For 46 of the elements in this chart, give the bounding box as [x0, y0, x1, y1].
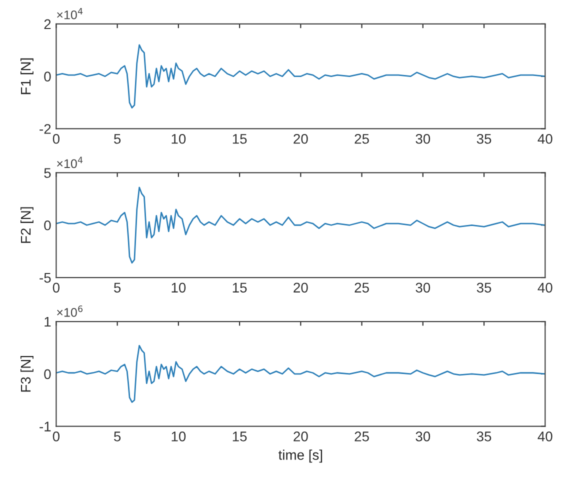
x-tick-label: 15 — [232, 432, 247, 442]
x-tick-label: 25 — [354, 282, 369, 293]
line-series — [56, 186, 546, 264]
line-series — [56, 344, 546, 403]
x-tick-label: 5 — [114, 432, 121, 442]
y-axis-title: F2 [N] — [20, 207, 34, 243]
x-tick-label: 15 — [232, 134, 247, 144]
x-tick-label: 10 — [172, 282, 186, 293]
text: ×10$^{4}$ — [57, 156, 83, 168]
y-tick-label: 0 — [44, 72, 51, 82]
line-series — [56, 44, 546, 108]
x-tick-label: 5 — [114, 134, 121, 144]
x-tick-label: 40 — [538, 282, 552, 293]
y-tick-label: -5 — [40, 273, 51, 283]
y-axis-title: F1 [N] — [20, 58, 34, 94]
y-tick-label: 5 — [44, 168, 51, 178]
x-tick-label: 40 — [538, 134, 552, 144]
x-tick-label: 10 — [172, 134, 186, 144]
text: ×10$^{6}$ — [57, 305, 83, 317]
y-tick-label: 0 — [44, 220, 51, 230]
x-axis-title: time [s] — [278, 450, 322, 463]
x-tick-label: 0 — [52, 432, 60, 442]
x-tick-label: 40 — [538, 432, 552, 442]
x-tick-label: 30 — [416, 134, 430, 144]
x-tick-label: 25 — [354, 432, 369, 442]
y-tick-label: -2 — [40, 124, 51, 134]
x-tick-label: 30 — [416, 282, 430, 293]
x-tick-label: 25 — [354, 134, 369, 144]
text: ×10$^{4}$ — [57, 8, 83, 20]
y-tick-label: 1 — [44, 317, 51, 327]
x-tick-label: 0 — [52, 282, 60, 293]
x-tick-label: 20 — [294, 134, 308, 144]
y-tick-label: 2 — [44, 19, 51, 29]
x-tick-label: 30 — [416, 432, 430, 442]
x-tick-label: 5 — [114, 282, 121, 293]
x-tick-label: 20 — [294, 432, 308, 442]
x-tick-label: 20 — [294, 282, 308, 293]
y-tick-label: -1 — [40, 422, 51, 432]
x-tick-label: 10 — [172, 432, 186, 442]
x-tick-label: 0 — [52, 134, 60, 144]
x-tick-label: 35 — [476, 134, 492, 144]
y-axis-title: F3 [N] — [20, 356, 34, 392]
x-tick-label: 35 — [476, 432, 492, 442]
y-tick-label: 0 — [44, 369, 51, 380]
x-tick-label: 15 — [232, 282, 247, 293]
x-tick-label: 35 — [476, 282, 492, 293]
